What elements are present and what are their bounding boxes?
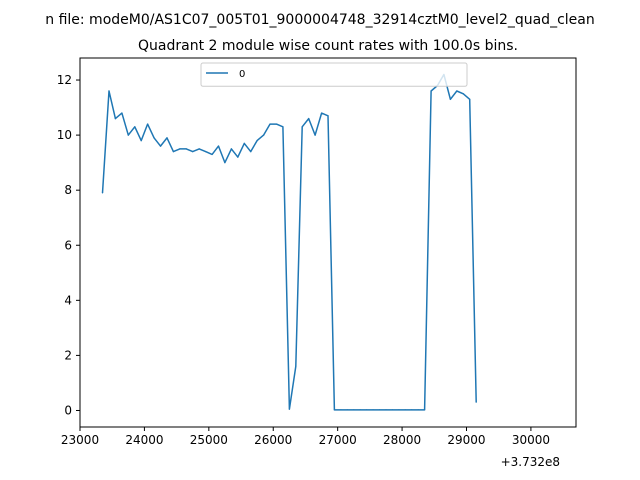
data-point-0 [340,409,342,411]
data-point-0 [153,137,155,139]
data-point-0 [179,148,181,150]
x-tick-label: 26000 [254,433,292,447]
data-point-0 [114,118,116,120]
y-tick-label: 12 [57,73,72,87]
x-tick-label: 29000 [447,433,485,447]
x-tick-label: 28000 [383,433,421,447]
data-point-0 [205,151,207,153]
data-point-0 [314,134,316,136]
data-point-0 [385,409,387,411]
data-point-0 [424,409,426,411]
y-tick-label: 10 [57,128,72,142]
data-point-0 [275,123,278,125]
data-point-0 [159,145,162,147]
y-tick-label: 0 [64,403,72,417]
data-point-0 [288,408,290,410]
data-point-0 [430,90,432,92]
y-tick-label: 6 [64,238,72,252]
data-point-0 [417,409,419,411]
data-point-0 [321,112,323,114]
series-lines [101,73,477,411]
data-point-0 [462,93,464,95]
legend[interactable]: 0 [200,62,468,87]
data-point-0 [134,126,136,128]
plot-frame [79,57,577,428]
data-point-0 [198,148,200,150]
y-tick-label: 2 [64,348,72,362]
data-point-0 [333,409,335,411]
data-point-0 [263,134,265,136]
data-point-0 [172,151,174,153]
legend-item-0[interactable]: 0 [206,69,245,80]
data-point-0 [449,98,451,100]
data-point-0 [456,90,458,92]
data-point-0 [404,409,406,411]
data-point-0 [108,90,110,92]
data-point-0 [469,98,471,100]
x-axis: 23000 24000 25000 26000 27000 28000 29000 30000 [61,427,550,447]
data-point-0 [398,409,400,411]
legend-label: 0 [239,69,245,80]
data-point-0 [301,126,303,128]
y-axis: 0 2 4 6 8 10 12 [57,73,80,417]
x-tick-label: 27000 [319,433,357,447]
x-tick-label: 23000 [61,433,99,447]
data-point-0 [217,145,220,147]
data-point-0 [101,192,104,194]
data-point-0 [121,112,123,114]
data-point-0 [127,134,129,136]
data-point-0 [224,162,226,164]
data-point-0 [147,123,149,125]
legend-box [200,62,468,87]
data-point-0 [359,409,361,411]
data-point-0 [237,156,239,158]
x-tick-label: 25000 [190,433,228,447]
data-point-0 [211,153,213,155]
data-point-0 [282,126,284,128]
data-point-0 [185,148,187,150]
data-point-0 [256,140,258,142]
data-point-0 [475,401,477,403]
x-offset-label: +3.732e8 [501,455,560,469]
data-point-0 [250,151,252,153]
data-point-0 [192,151,194,153]
data-point-0 [140,140,142,142]
data-point-0 [411,409,413,411]
data-point-0 [295,365,297,367]
y-tick-label: 8 [64,183,72,197]
data-point-0 [327,115,329,117]
data-point-0 [166,137,168,139]
data-point-0 [353,409,355,411]
data-point-0 [366,409,368,411]
chart-suptitle: n file: modeM0/AS1C07_005T01_9000004748_… [45,12,594,28]
data-point-0 [391,409,393,411]
x-tick-label: 30000 [512,433,550,447]
x-tick-label: 24000 [125,433,163,447]
data-point-0 [243,142,245,144]
data-point-0 [378,409,381,411]
data-point-0 [269,123,271,125]
data-point-0 [346,409,348,411]
series-line-0 [101,73,477,411]
data-point-0 [372,409,374,411]
chart-title: Quadrant 2 module wise count rates with … [138,38,518,54]
data-point-0 [308,118,310,120]
data-point-0 [230,148,232,150]
y-tick-label: 4 [64,293,72,307]
